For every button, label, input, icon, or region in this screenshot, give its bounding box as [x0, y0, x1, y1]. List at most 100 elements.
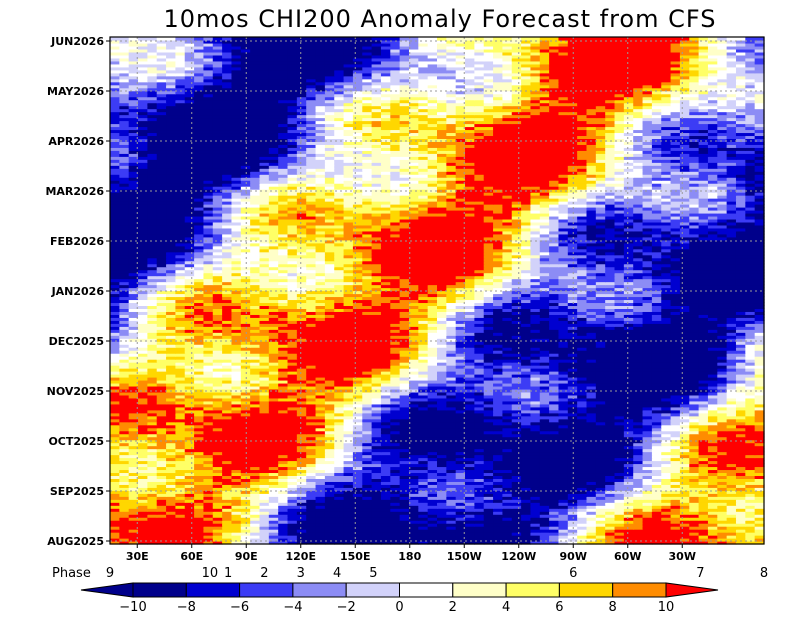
heatmap-cell — [642, 430, 653, 435]
heatmap-cell — [745, 385, 756, 390]
heatmap-cell — [530, 505, 541, 509]
heatmap-cell — [437, 451, 447, 456]
heatmap-cell — [352, 365, 363, 369]
heatmap-cell — [493, 469, 503, 474]
heatmap-cell — [726, 529, 737, 533]
heatmap-cell — [586, 400, 597, 405]
heatmap-cell — [278, 541, 289, 545]
heatmap-cell — [427, 439, 438, 444]
heatmap-cell — [474, 541, 485, 545]
heatmap-cell — [661, 523, 672, 527]
heatmap-cell — [166, 350, 176, 354]
heatmap-cell — [138, 436, 148, 441]
heatmap-cell — [511, 350, 522, 354]
heatmap-cell — [306, 391, 317, 396]
heatmap-cell — [418, 400, 429, 405]
heatmap-cell — [408, 418, 419, 423]
heatmap-cell — [679, 463, 690, 468]
heatmap-cell — [315, 523, 326, 527]
heatmap-cell — [343, 499, 354, 503]
heatmap-cell — [549, 356, 560, 360]
heatmap-cell — [222, 541, 233, 545]
heatmap-cell — [343, 502, 354, 506]
heatmap-cell — [194, 469, 205, 474]
heatmap-cell — [735, 478, 746, 482]
heatmap-cell — [315, 412, 326, 417]
heatmap-cell — [231, 448, 242, 453]
heatmap-cell — [726, 409, 737, 414]
heatmap-cell — [268, 436, 279, 441]
heatmap-cell — [661, 436, 672, 441]
heatmap-cell — [493, 478, 503, 482]
heatmap-cell — [268, 526, 279, 530]
heatmap-cell — [110, 514, 120, 518]
heatmap-cell — [352, 359, 363, 363]
heatmap-cell — [586, 415, 597, 420]
heatmap-cell — [511, 379, 522, 384]
heatmap-cell — [502, 499, 513, 503]
heatmap-cell — [642, 365, 653, 369]
heatmap-cell — [521, 463, 532, 468]
heatmap-cell — [324, 457, 335, 462]
heatmap-cell — [315, 436, 326, 441]
heatmap-cell — [567, 350, 578, 354]
heatmap-cell — [483, 415, 494, 420]
heatmap-cell — [455, 415, 466, 420]
heatmap-cell — [268, 353, 279, 357]
heatmap-cell — [287, 457, 298, 462]
heatmap-cell — [595, 448, 606, 453]
heatmap-cell — [324, 502, 335, 506]
heatmap-cell — [623, 523, 634, 527]
heatmap-cell — [493, 385, 503, 390]
heatmap-cell — [119, 368, 130, 372]
heatmap-cell — [539, 442, 550, 447]
heatmap-cell — [679, 469, 690, 474]
heatmap-cell — [446, 409, 457, 414]
heatmap-cell — [352, 502, 363, 506]
heatmap-cell — [455, 418, 466, 423]
heatmap-cell — [287, 445, 298, 450]
heatmap-cell — [549, 433, 560, 438]
heatmap-cell — [670, 511, 681, 515]
heatmap-cell — [194, 433, 205, 438]
heatmap-cell — [362, 466, 373, 471]
heatmap-cell — [212, 538, 223, 542]
heatmap-cell — [465, 514, 475, 518]
heatmap-cell — [306, 469, 317, 474]
heatmap-cell — [334, 487, 345, 491]
heatmap-cell — [119, 535, 130, 539]
heatmap-cell — [465, 502, 475, 506]
heatmap-cell — [698, 376, 709, 381]
heatmap-cell — [203, 460, 214, 465]
heatmap-cell — [306, 406, 317, 411]
heatmap-cell — [521, 451, 532, 456]
heatmap-cell — [577, 451, 588, 456]
heatmap-cell — [549, 436, 560, 441]
heatmap-cell — [390, 442, 401, 447]
heatmap-cell — [128, 442, 139, 447]
heatmap-cell — [418, 460, 429, 465]
heatmap-cell — [203, 376, 214, 381]
heatmap-cell — [240, 472, 251, 476]
heatmap-cell — [698, 478, 709, 482]
heatmap-cell — [558, 538, 569, 542]
heatmap-cell — [334, 484, 345, 488]
heatmap-cell — [390, 347, 401, 351]
heatmap-cell — [437, 365, 447, 369]
heatmap-cell — [614, 436, 625, 441]
heatmap-cell — [399, 421, 410, 426]
heatmap-cell — [147, 406, 158, 411]
heatmap-cell — [567, 448, 578, 453]
heatmap-cell — [343, 406, 354, 411]
heatmap-cell — [558, 388, 569, 393]
heatmap-cell — [408, 427, 419, 432]
heatmap-cell — [623, 409, 634, 414]
heatmap-cell — [315, 478, 326, 482]
heatmap-cell — [287, 415, 298, 420]
heatmap-cell — [212, 421, 223, 426]
heatmap-cell — [138, 430, 148, 435]
heatmap-cell — [577, 535, 588, 539]
heatmap-cell — [651, 350, 662, 354]
heatmap-cell — [661, 376, 672, 381]
heatmap-cell — [306, 541, 317, 545]
